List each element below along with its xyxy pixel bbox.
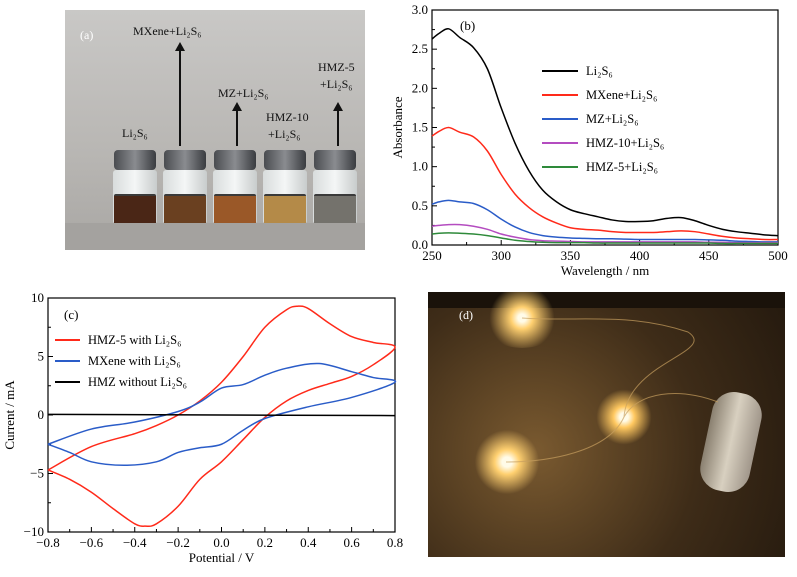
vial: [313, 150, 357, 225]
y-axis-label: Absorbance: [390, 96, 405, 158]
legend-label: MXene+Li₂S₆: [586, 88, 657, 102]
y-tick-label: 1.5: [412, 120, 428, 135]
x-tick-label: −0.6: [80, 535, 104, 550]
y-tick-label: 2.0: [412, 80, 428, 95]
y-axis-label: Current / mA: [2, 380, 17, 450]
arrow-icon: [175, 42, 185, 146]
y-tick-label: 0: [38, 407, 45, 422]
legend-label: HMZ-5+Li₂S₆: [586, 160, 658, 174]
panel-a-label: (a): [80, 28, 94, 42]
y-tick-label: −10: [24, 524, 44, 539]
x-tick-label: 0.8: [387, 535, 403, 550]
vial-label: +Li₂S₆: [320, 77, 353, 91]
arrow-icon: [333, 102, 343, 146]
vial-label: +Li₂S₆: [268, 127, 301, 141]
vial-label: HMZ-5: [318, 60, 355, 74]
vial-label: Li₂S₆: [122, 126, 148, 140]
y-tick-label: 0.5: [412, 198, 428, 213]
y-tick-label: 3.0: [412, 2, 428, 17]
vial-cap: [164, 150, 206, 170]
vial-liquid: [264, 194, 306, 225]
x-tick-label: 0.4: [300, 535, 317, 550]
vial: [113, 150, 157, 225]
y-tick-label: 5: [38, 349, 45, 364]
x-tick-label: 500: [768, 248, 788, 263]
legend-label: HMZ-5 with Li₂S₆: [88, 333, 181, 347]
vial-liquid: [164, 194, 206, 225]
legend-label: HMZ without Li₂S₆: [88, 375, 187, 389]
y-tick-label: 0.0: [412, 237, 428, 252]
series-line: [47, 413, 396, 417]
y-tick-label: 1.0: [412, 159, 428, 174]
vial-label: HMZ-10: [266, 110, 309, 124]
chart-b: 250 300 350 400 450 500 0.0 0.5 1.0 1.5 2.0 2.5 3.0 W…: [390, 2, 788, 278]
vial-liquid: [214, 194, 256, 225]
series-line: [431, 27, 779, 237]
x-tick-label: −0.2: [166, 535, 190, 550]
wire: [505, 317, 719, 463]
x-tick-label: 350: [561, 248, 581, 263]
vial-cap: [314, 150, 356, 170]
legend-label: Li₂S₆: [586, 64, 613, 78]
series-line: [431, 223, 778, 244]
vial-label: MZ+Li₂S₆: [218, 86, 269, 100]
x-tick-label: 250: [422, 248, 442, 263]
series-line: [431, 199, 779, 243]
panel-label: (c): [64, 307, 78, 322]
x-tick-label: −0.4: [123, 535, 147, 550]
plot-frame: [431, 9, 779, 246]
vial-liquid: [314, 194, 356, 225]
vial-cap: [114, 150, 156, 170]
vial: [163, 150, 207, 225]
series-line: [431, 232, 778, 245]
vial: [263, 150, 307, 225]
plot-frame: [47, 297, 396, 533]
y-tick-label: 10: [31, 290, 44, 305]
chart-c: −0.8 −0.6 −0.4 −0.2 0.0 0.2 0.4 0.6 0.8 −10 −5 0 5 10…: [2, 290, 403, 565]
series-line: [47, 305, 396, 528]
x-tick-label: −0.8: [36, 535, 60, 550]
series-line: [47, 362, 397, 467]
legend-label: MZ+Li₂S₆: [586, 112, 639, 126]
panel-d-label: (d): [459, 308, 473, 322]
x-tick-label: 0.6: [344, 535, 361, 550]
y-tick-label: 2.5: [412, 41, 428, 56]
panel-label: (b): [460, 18, 475, 33]
x-axis-label: Wavelength / nm: [561, 263, 650, 278]
legend-label: HMZ-10+Li₂S₆: [586, 136, 664, 150]
x-tick-label: 450: [699, 248, 719, 263]
panel-a-photo: [65, 10, 365, 250]
x-tick-label: 0.0: [213, 535, 229, 550]
legend-label: MXene with Li₂S₆: [88, 354, 181, 368]
y-tick-label: −5: [30, 466, 44, 481]
series-line: [431, 126, 779, 241]
vial-liquid: [114, 194, 156, 225]
x-tick-label: 300: [491, 248, 511, 263]
arrow-icon: [232, 102, 242, 146]
panel-d-photo: [428, 292, 785, 557]
led-light: [482, 292, 562, 348]
vial-cap: [214, 150, 256, 170]
vial: [213, 150, 257, 225]
vial-label: MXene+Li₂S₆: [133, 24, 202, 38]
x-axis-label: Potential / V: [189, 550, 255, 565]
vial-cap: [264, 150, 306, 170]
x-tick-label: 400: [630, 248, 650, 263]
x-tick-label: 0.2: [257, 535, 273, 550]
